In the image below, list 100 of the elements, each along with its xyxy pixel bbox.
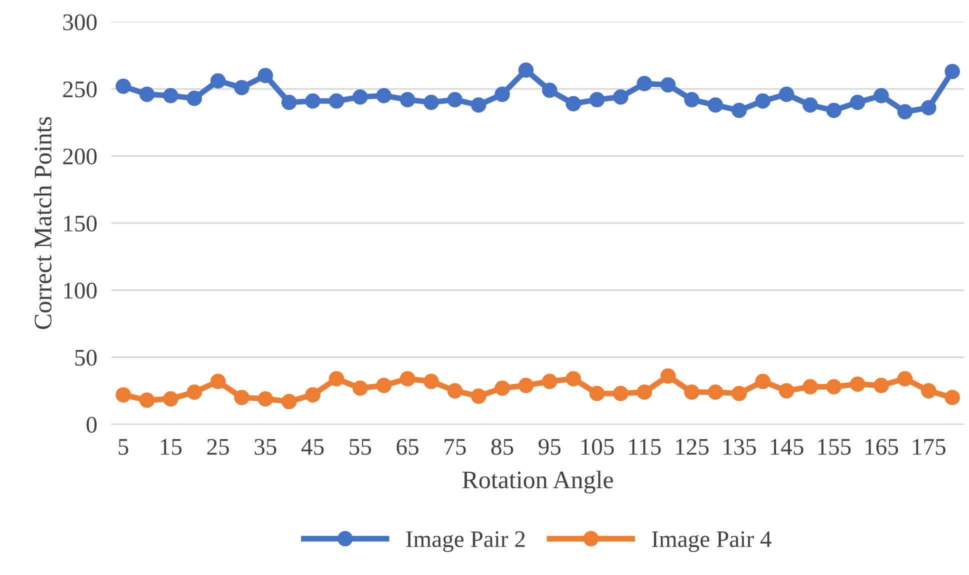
point <box>589 386 605 402</box>
point <box>542 374 558 390</box>
x-tick-label: 75 <box>444 439 466 455</box>
point <box>636 76 652 92</box>
point <box>376 378 392 394</box>
point <box>802 97 818 113</box>
point <box>163 391 178 406</box>
x-tick-label: 35 <box>254 438 276 455</box>
x-tick-label: 85 <box>491 438 514 455</box>
x-tick-label: 115 <box>629 439 661 455</box>
point <box>163 88 178 104</box>
point <box>566 96 581 112</box>
point <box>258 68 274 84</box>
point <box>920 383 936 398</box>
point <box>352 380 368 396</box>
point <box>186 90 202 106</box>
x-axis-title: Rotation Angle <box>462 470 613 494</box>
x-tick-label: 55 <box>350 439 372 455</box>
point <box>944 64 960 80</box>
legend-label: Image Pair 2 <box>406 531 525 552</box>
point <box>470 388 486 404</box>
point <box>139 392 155 408</box>
x-tick-label: 15 <box>160 439 182 455</box>
x-tick-label: 165 <box>866 438 898 455</box>
point <box>281 394 297 410</box>
point <box>518 378 534 394</box>
y-tick-label: 250 <box>63 81 97 98</box>
point <box>328 93 344 109</box>
point <box>494 86 510 102</box>
point <box>566 371 581 386</box>
point <box>186 384 202 400</box>
point <box>660 77 676 93</box>
x-tick-label: 145 <box>770 439 804 455</box>
point <box>850 376 866 392</box>
point <box>234 80 250 96</box>
point <box>281 94 297 110</box>
point <box>755 374 770 390</box>
point <box>400 371 416 386</box>
point <box>305 387 320 402</box>
point <box>826 102 842 118</box>
point <box>447 383 463 398</box>
point <box>210 374 226 390</box>
x-tick-label: 45 <box>301 439 324 455</box>
x-tick-label: 105 <box>581 438 614 455</box>
point <box>352 89 368 105</box>
point <box>684 384 700 400</box>
y-tick-label: 300 <box>63 14 97 30</box>
point <box>613 89 628 105</box>
point <box>400 92 416 108</box>
point <box>850 94 866 110</box>
point <box>116 78 131 94</box>
point <box>778 383 794 398</box>
x-tick-label: 155 <box>818 439 851 455</box>
x-tick-label: 125 <box>676 438 709 455</box>
point <box>874 88 889 104</box>
y-tick-label: 150 <box>64 216 97 232</box>
point <box>210 73 226 89</box>
point <box>731 102 747 118</box>
point <box>518 62 534 78</box>
point <box>328 371 344 386</box>
x-tick-label: 95 <box>538 438 561 455</box>
point <box>731 386 747 402</box>
x-tick-label: 175 <box>912 439 946 455</box>
point <box>708 97 724 113</box>
point <box>944 390 960 406</box>
y-tick-label: 100 <box>64 282 97 299</box>
point <box>305 93 320 109</box>
point <box>139 86 155 102</box>
point <box>755 93 770 109</box>
point <box>542 82 558 98</box>
x-tick-label: 5 <box>118 439 128 455</box>
point <box>897 104 913 120</box>
y-tick-label: 0 <box>86 416 97 433</box>
point <box>897 371 913 386</box>
x-tick-label: 135 <box>724 438 756 455</box>
point <box>494 380 510 396</box>
point <box>589 92 605 108</box>
point <box>376 88 392 104</box>
x-tick-label: 25 <box>207 438 229 455</box>
point <box>447 92 463 108</box>
point <box>920 100 936 116</box>
point <box>684 92 700 108</box>
point <box>116 387 131 402</box>
point <box>470 97 486 113</box>
point <box>778 86 794 102</box>
point <box>660 368 676 384</box>
point <box>636 384 652 400</box>
point <box>424 94 439 110</box>
y-tick-label: 50 <box>75 350 97 366</box>
point <box>874 378 889 394</box>
point <box>613 386 628 402</box>
x-tick-label: 65 <box>396 438 418 455</box>
point <box>708 384 724 400</box>
point <box>258 391 274 406</box>
point <box>234 390 250 406</box>
y-axis-title: Correct Match Points <box>34 117 52 329</box>
point <box>424 374 439 390</box>
legend-label: Image Pair 4 <box>652 531 772 552</box>
point <box>802 379 818 394</box>
y-tick-label: 200 <box>63 148 97 164</box>
